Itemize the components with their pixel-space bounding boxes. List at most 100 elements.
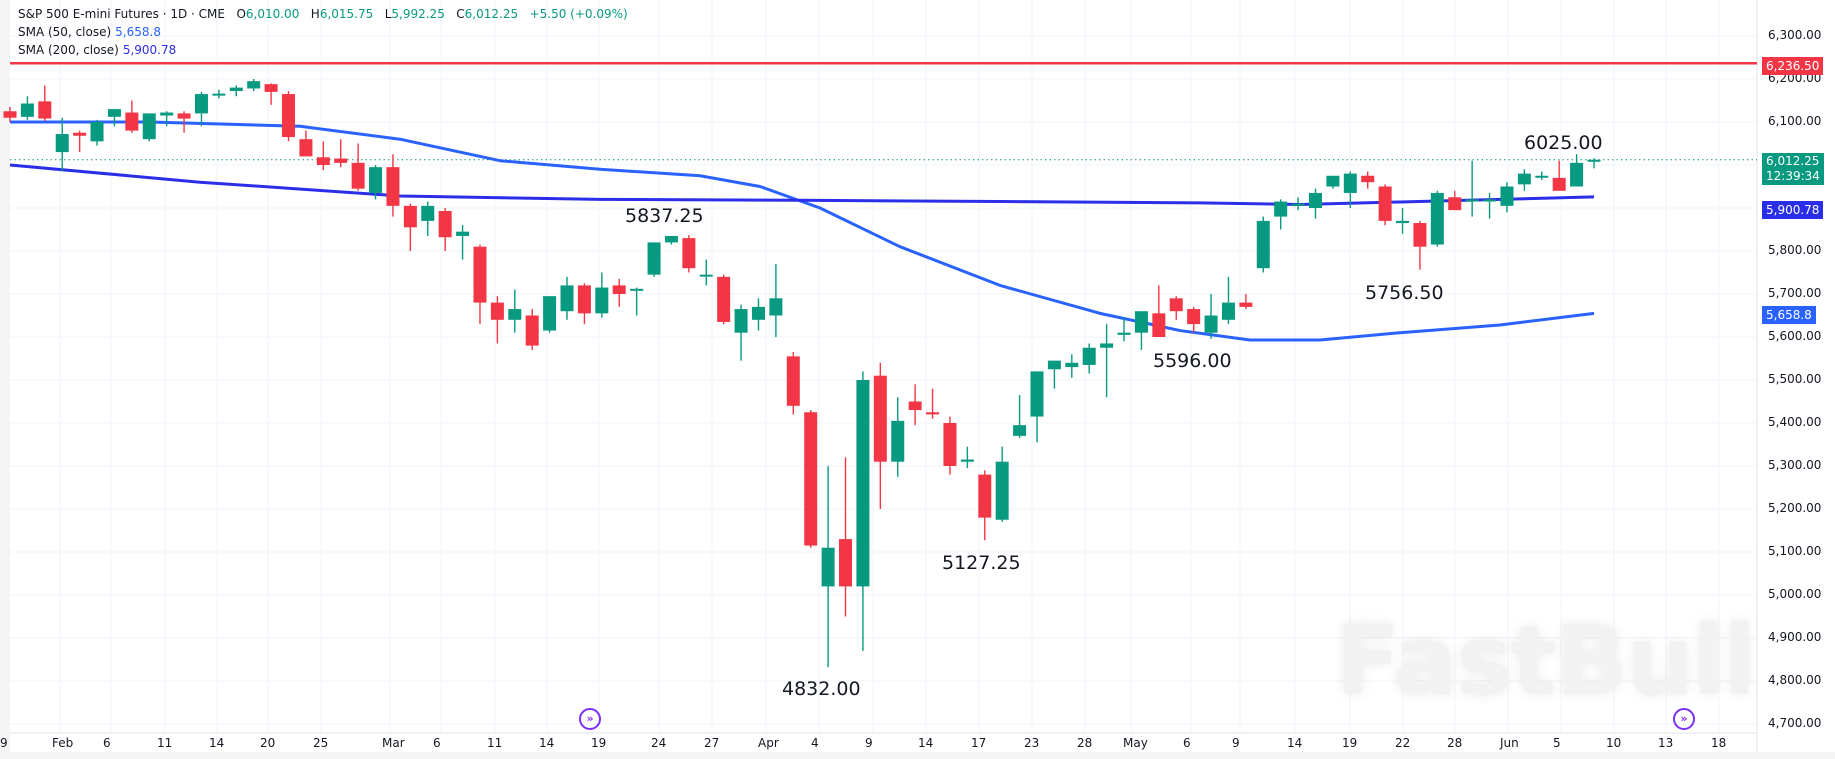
candle[interactable] [1152,285,1166,337]
candle[interactable] [386,154,400,217]
candle[interactable] [20,96,34,120]
candle[interactable] [1221,276,1235,325]
candle[interactable] [734,304,748,361]
candle[interactable] [229,85,243,97]
candle[interactable] [1291,197,1305,211]
candle[interactable] [1483,192,1497,219]
candle[interactable] [1082,343,1096,374]
candle[interactable] [508,289,522,333]
candle[interactable] [1204,294,1218,339]
candle[interactable] [1308,188,1322,219]
candle[interactable] [3,106,17,122]
go-to-realtime-icon[interactable]: » [1673,708,1695,730]
candle[interactable] [351,143,365,191]
candle[interactable] [1343,171,1357,208]
candle[interactable] [212,89,226,99]
candle[interactable] [1413,220,1427,270]
candle[interactable] [1065,354,1079,378]
candle[interactable] [1378,184,1392,226]
candle[interactable] [943,416,957,475]
sma50-legend[interactable]: SMA (50, close) 5,658.8 [18,25,161,39]
candle[interactable] [1552,160,1566,191]
candle[interactable] [769,263,783,337]
candle[interactable] [421,201,435,236]
candle[interactable] [926,388,940,419]
candle[interactable] [717,274,731,325]
candle[interactable] [73,130,87,153]
candle[interactable] [647,242,661,277]
candle[interactable] [699,259,713,286]
candle[interactable] [55,117,69,172]
candle[interactable] [299,130,313,157]
candle[interactable] [247,79,261,92]
candle[interactable] [821,466,835,668]
candle[interactable] [473,244,487,325]
candle[interactable] [264,83,278,105]
candle[interactable] [1117,317,1131,342]
candle[interactable] [142,113,156,142]
candle[interactable] [194,91,208,127]
candle[interactable] [960,446,974,469]
candle[interactable] [177,111,191,133]
candle[interactable] [456,225,470,260]
time-tick: 6 [433,736,441,750]
jump-to-event-icon[interactable]: » [579,708,601,730]
candle[interactable] [682,235,696,273]
candle[interactable] [1326,175,1340,189]
candle[interactable] [560,276,574,320]
candle[interactable] [1100,324,1114,398]
candle[interactable] [38,85,52,122]
sma200-legend[interactable]: SMA (200, close) 5,900.78 [18,43,177,57]
candle[interactable] [664,235,678,245]
candle[interactable] [891,397,905,477]
candle[interactable] [1361,171,1375,189]
candle[interactable] [90,119,104,146]
candle[interactable] [334,139,348,168]
candle[interactable] [107,109,121,127]
candle[interactable] [1256,216,1270,273]
candle[interactable] [577,283,591,325]
symbol-title[interactable]: S&P 500 E-mini Futures · 1D · CME [18,7,225,21]
candle[interactable] [1535,171,1549,181]
candle[interactable] [369,165,383,200]
candle[interactable] [995,446,1009,522]
candle[interactable] [1274,199,1288,230]
candle[interactable] [908,384,922,426]
candle[interactable] [1570,154,1584,187]
candle[interactable] [751,298,765,331]
candle[interactable] [1047,360,1061,389]
candle[interactable] [1030,371,1044,443]
candle[interactable] [1430,190,1444,247]
candle[interactable] [630,287,644,316]
candle[interactable] [282,91,296,142]
candle[interactable] [1587,158,1601,169]
candle[interactable] [978,470,992,541]
candle[interactable] [125,100,139,133]
candle[interactable] [1187,306,1201,333]
candle[interactable] [1396,208,1410,234]
candle[interactable] [804,410,818,548]
candle[interactable] [786,352,800,415]
candle[interactable] [1500,182,1514,213]
candle[interactable] [490,296,504,344]
candle[interactable] [1134,311,1148,350]
candle[interactable] [1239,294,1253,310]
candle[interactable] [316,141,330,171]
candle[interactable] [438,208,452,251]
candle[interactable] [856,371,870,651]
candle[interactable] [1169,296,1183,320]
candle[interactable] [1517,169,1531,191]
candle[interactable] [1448,190,1462,211]
time-tick: 14 [918,736,934,750]
candle[interactable] [403,203,417,251]
candle[interactable] [839,457,853,617]
candle[interactable] [525,309,539,350]
candle[interactable] [1465,160,1479,217]
candle[interactable] [873,362,887,509]
candle[interactable] [595,272,609,318]
candle[interactable] [612,278,626,307]
candle[interactable] [1013,395,1027,439]
candle[interactable] [543,296,557,333]
candle[interactable] [160,111,174,127]
